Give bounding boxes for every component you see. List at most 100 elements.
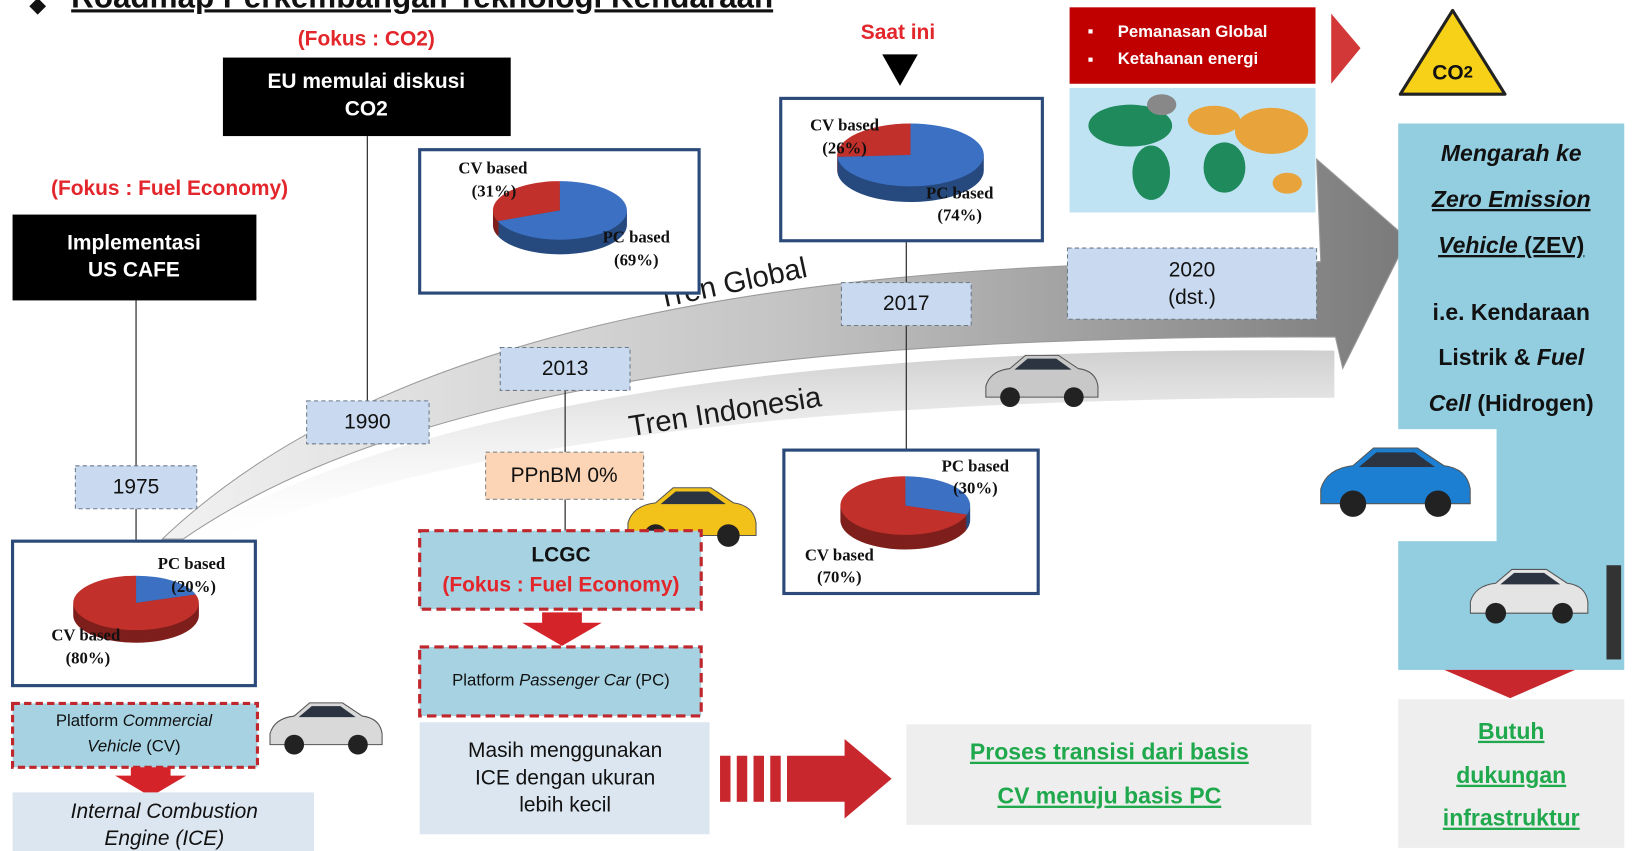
arrow-stripe — [737, 756, 747, 802]
drivers-box — [1070, 7, 1316, 83]
focus-label: (Fokus : Fuel Economy) — [51, 177, 288, 200]
zev-text: Mengarah ke — [1441, 140, 1582, 166]
down-arrow — [115, 767, 186, 796]
transition-text: Proses transisi dari basis — [970, 739, 1249, 765]
text-segment: Cell — [1429, 390, 1472, 416]
pie-label: CV based — [810, 115, 880, 134]
arrow-stripe — [770, 756, 780, 802]
pickup-car-wheel — [284, 735, 304, 755]
now-label: Saat ini — [861, 21, 935, 44]
ppnbm-text: PPnBM 0% — [511, 464, 618, 487]
ice-text: Engine (ICE) — [104, 827, 224, 850]
pie-label: PC based — [926, 184, 994, 203]
map-region — [1132, 145, 1170, 199]
down-arrow — [522, 612, 602, 645]
platform-text: Vehicle (CV) — [87, 737, 180, 756]
need-text: Butuh — [1478, 718, 1544, 744]
text-segment: 2 — [1464, 63, 1473, 82]
year-label: 2017 — [883, 292, 930, 315]
text-segment: (Hidrogen) — [1471, 390, 1594, 416]
transition-arrow — [787, 739, 892, 819]
charger — [1606, 565, 1621, 659]
year-label: 2013 — [542, 357, 589, 380]
zev-text: Vehicle (ZEV) — [1438, 232, 1584, 258]
zev-text: Cell (Hidrogen) — [1429, 390, 1594, 416]
zev-text: i.e. Kendaraan — [1433, 299, 1590, 325]
ev-car-wheel — [1552, 603, 1573, 624]
milestone-text: US CAFE — [88, 259, 180, 282]
bullet — [1088, 58, 1092, 62]
pie-label: CV based — [51, 625, 121, 644]
driver-text: Pemanasan Global — [1118, 22, 1268, 41]
zev-text: Listrik & Fuel — [1438, 344, 1584, 370]
year-label: 1975 — [113, 475, 160, 498]
zev-text: Zero Emission — [1431, 186, 1591, 212]
driver-text: Ketahanan energi — [1118, 49, 1258, 68]
arrow-stripe — [754, 756, 764, 802]
pie-label: PC based — [158, 554, 226, 573]
transition-text: CV menuju basis PC — [997, 783, 1221, 809]
ice-small-text: ICE dengan ukuran — [475, 766, 655, 789]
pie-value-label: (30%) — [953, 479, 998, 498]
map-region — [1188, 106, 1240, 135]
text-segment: (PC) — [631, 671, 670, 690]
milestone-text: Implementasi — [67, 231, 201, 254]
lcgc-car-wheel — [717, 524, 740, 547]
bullet — [1088, 29, 1092, 33]
prius-car-wheel — [1000, 387, 1020, 407]
pie-value-label: (69%) — [614, 251, 659, 270]
pie-label: CV based — [458, 158, 528, 177]
lcgc-text: LCGC — [531, 543, 590, 566]
prius-car-wheel — [1064, 387, 1084, 407]
text-segment: Fuel — [1537, 344, 1585, 370]
ice-text: Internal Combustion — [71, 800, 258, 823]
text-segment: Platform — [56, 712, 123, 731]
title-bullet — [29, 0, 46, 15]
year-label: (dst.) — [1168, 286, 1216, 309]
focus-label: (Fokus : CO2) — [298, 27, 435, 50]
text-segment: i.e. Kendaraan — [1433, 299, 1590, 325]
ev-car-wheel — [1485, 603, 1506, 624]
arrow-stripe — [720, 756, 730, 802]
title: Roadmap Perkembangan Teknologi Kendaraan — [71, 0, 773, 14]
milestone-box — [13, 215, 257, 301]
year-label: 2020 — [1169, 259, 1216, 282]
lcgc-focus: (Fokus : Fuel Economy) — [442, 574, 679, 597]
text-segment: Passenger Car — [519, 671, 632, 690]
year-label: 1990 — [344, 410, 391, 433]
text-segment: (CV) — [142, 737, 181, 756]
ice-small-text: lebih kecil — [519, 794, 611, 817]
text-segment: Commercial — [123, 712, 214, 731]
pie-value-label: (20%) — [171, 577, 216, 596]
now-marker — [882, 54, 918, 85]
driver-arrow — [1331, 14, 1360, 84]
pie-label: PC based — [942, 457, 1010, 476]
down-arrow — [1444, 670, 1575, 698]
text-segment: Mengarah ke — [1441, 140, 1582, 166]
text-segment: (ZEV) — [1518, 232, 1584, 258]
text-segment: CO — [1432, 61, 1463, 84]
text-segment: Platform — [452, 671, 519, 690]
pie-value-label: (80%) — [66, 648, 111, 667]
pie-value-label: (26%) — [822, 139, 867, 158]
platform-text: Platform Commercial — [56, 712, 213, 731]
map-region — [1235, 108, 1308, 154]
milestone-text: EU memulai diskusi — [267, 70, 465, 93]
need-text: infrastruktur — [1443, 805, 1580, 831]
text-segment: Vehicle — [87, 737, 141, 756]
text-segment: Vehicle — [1438, 232, 1518, 258]
pie-label: CV based — [805, 546, 875, 565]
pie-label: PC based — [603, 227, 671, 246]
ice-small-text: Masih menggunakan — [468, 739, 662, 762]
map-region — [1204, 142, 1246, 192]
fcv-car-wheel — [1425, 491, 1451, 517]
text-segment: Listrik & — [1438, 344, 1536, 370]
milestone-text: CO2 — [345, 97, 388, 120]
trend-arrow-shadow — [183, 350, 1334, 554]
map-region — [1273, 173, 1302, 194]
pickup-car-wheel — [348, 735, 368, 755]
pie-value-label: (70%) — [817, 568, 862, 587]
co2-text: CO2 — [1432, 61, 1473, 84]
map-region — [1147, 94, 1176, 115]
fcv-car-wheel — [1340, 491, 1366, 517]
